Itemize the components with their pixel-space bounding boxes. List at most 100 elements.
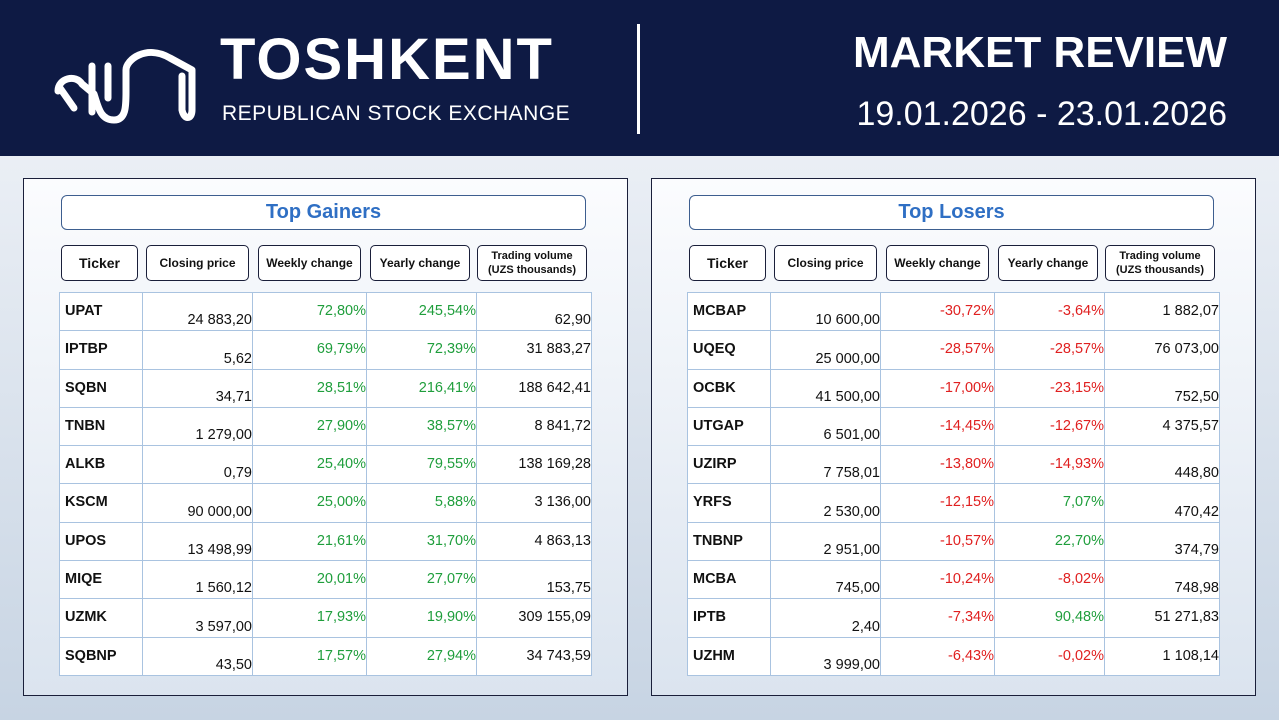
col-head-ticker: Ticker (61, 245, 138, 281)
yearly-change-cell: 22,70% (995, 522, 1105, 560)
yearly-change-cell: 72,39% (367, 331, 477, 369)
col-head-yearly-change: Yearly change (998, 245, 1098, 281)
ticker-cell: IPTB (688, 599, 771, 637)
table-row: UZHM 3 999,00 -6,43% -0,02% 1 108,14 (688, 637, 1220, 675)
weekly-change-cell: 27,90% (253, 407, 367, 445)
ticker-cell: UQEQ (688, 331, 771, 369)
ticker-cell: MCBAP (688, 293, 771, 331)
weekly-change-cell: 72,80% (253, 293, 367, 331)
trading-volume-cell: 31 883,27 (477, 331, 592, 369)
weekly-change-cell: -6,43% (881, 637, 995, 675)
ticker-cell: UZHM (688, 637, 771, 675)
yearly-change-cell: 90,48% (995, 599, 1105, 637)
ticker-cell: KSCM (60, 484, 143, 522)
weekly-change-cell: -17,00% (881, 369, 995, 407)
weekly-change-cell: -28,57% (881, 331, 995, 369)
exchange-logo-icon (52, 36, 202, 126)
trading-volume-cell: 1 882,07 (1105, 293, 1220, 331)
ticker-cell: UPOS (60, 522, 143, 560)
weekly-change-cell: -12,15% (881, 484, 995, 522)
closing-price-cell: 90 000,00 (143, 484, 253, 522)
col-head-yearly-change: Yearly change (370, 245, 470, 281)
table-row: SQBNP 43,50 17,57% 27,94% 34 743,59 (60, 637, 592, 675)
trading-volume-cell: 76 073,00 (1105, 331, 1220, 369)
weekly-change-cell: -7,34% (881, 599, 995, 637)
col-head-trading-volume: Trading volume (UZS thousands) (477, 245, 587, 281)
closing-price-cell: 1 279,00 (143, 407, 253, 445)
yearly-change-cell: -14,93% (995, 446, 1105, 484)
ticker-cell: ALKB (60, 446, 143, 484)
yearly-change-cell: 216,41% (367, 369, 477, 407)
table-row: MCBAP 10 600,00 -30,72% -3,64% 1 882,07 (688, 293, 1220, 331)
yearly-change-cell: -8,02% (995, 561, 1105, 599)
table-row: IPTBP 5,62 69,79% 72,39% 31 883,27 (60, 331, 592, 369)
closing-price-cell: 34,71 (143, 369, 253, 407)
trading-volume-cell: 188 642,41 (477, 369, 592, 407)
trading-volume-cell: 138 169,28 (477, 446, 592, 484)
weekly-change-cell: -14,45% (881, 407, 995, 445)
weekly-change-cell: -10,24% (881, 561, 995, 599)
closing-price-cell: 24 883,20 (143, 293, 253, 331)
closing-price-cell: 2,40 (771, 599, 881, 637)
review-dates: 19.01.2026 - 23.01.2026 (856, 94, 1227, 134)
trading-volume-cell: 62,90 (477, 293, 592, 331)
weekly-change-cell: -10,57% (881, 522, 995, 560)
yearly-change-cell: -23,15% (995, 369, 1105, 407)
ticker-cell: SQBNP (60, 637, 143, 675)
ticker-cell: OCBK (688, 369, 771, 407)
weekly-change-cell: -30,72% (881, 293, 995, 331)
ticker-cell: TNBN (60, 407, 143, 445)
closing-price-cell: 3 999,00 (771, 637, 881, 675)
table-row: MCBA 745,00 -10,24% -8,02% 748,98 (688, 561, 1220, 599)
closing-price-cell: 41 500,00 (771, 369, 881, 407)
trading-volume-cell: 34 743,59 (477, 637, 592, 675)
yearly-change-cell: -28,57% (995, 331, 1105, 369)
trading-volume-cell: 448,80 (1105, 446, 1220, 484)
yearly-change-cell: 38,57% (367, 407, 477, 445)
yearly-change-cell: 245,54% (367, 293, 477, 331)
yearly-change-cell: -12,67% (995, 407, 1105, 445)
table-row: YRFS 2 530,00 -12,15% 7,07% 470,42 (688, 484, 1220, 522)
closing-price-cell: 43,50 (143, 637, 253, 675)
gainers-panel: Top Gainers Ticker Closing price Weekly … (23, 178, 628, 696)
col-head-ticker: Ticker (689, 245, 766, 281)
ticker-cell: IPTBP (60, 331, 143, 369)
closing-price-cell: 13 498,99 (143, 522, 253, 560)
brand-title: TOSHKENT (220, 28, 554, 92)
col-head-closing-price: Closing price (146, 245, 249, 281)
closing-price-cell: 6 501,00 (771, 407, 881, 445)
closing-price-cell: 2 530,00 (771, 484, 881, 522)
table-row: UZIRP 7 758,01 -13,80% -14,93% 448,80 (688, 446, 1220, 484)
yearly-change-cell: 27,07% (367, 561, 477, 599)
weekly-change-cell: 28,51% (253, 369, 367, 407)
losers-table: MCBAP 10 600,00 -30,72% -3,64% 1 882,07 UQEQ 2… (687, 292, 1220, 676)
table-row: ALKB 0,79 25,40% 79,55% 138 169,28 (60, 446, 592, 484)
review-title: MARKET REVIEW (853, 28, 1227, 78)
weekly-change-cell: 25,00% (253, 484, 367, 522)
trading-volume-cell: 748,98 (1105, 561, 1220, 599)
weekly-change-cell: 25,40% (253, 446, 367, 484)
yearly-change-cell: -0,02% (995, 637, 1105, 675)
trading-volume-cell: 4 863,13 (477, 522, 592, 560)
yearly-change-cell: 7,07% (995, 484, 1105, 522)
header-banner: TOSHKENT REPUBLICAN STOCK EXCHANGE MARKE… (0, 0, 1279, 156)
yearly-change-cell: 19,90% (367, 599, 477, 637)
losers-title: Top Losers (689, 195, 1214, 230)
trading-volume-cell: 3 136,00 (477, 484, 592, 522)
table-row: IPTB 2,40 -7,34% 90,48% 51 271,83 (688, 599, 1220, 637)
closing-price-cell: 1 560,12 (143, 561, 253, 599)
gainers-table: UPAT 24 883,20 72,80% 245,54% 62,90 IPTBP 5,62… (59, 292, 592, 676)
table-row: OCBK 41 500,00 -17,00% -23,15% 752,50 (688, 369, 1220, 407)
closing-price-cell: 5,62 (143, 331, 253, 369)
brand-subtitle: REPUBLICAN STOCK EXCHANGE (222, 101, 570, 127)
trading-volume-cell: 1 108,14 (1105, 637, 1220, 675)
trading-volume-cell: 374,79 (1105, 522, 1220, 560)
ticker-cell: UPAT (60, 293, 143, 331)
closing-price-cell: 10 600,00 (771, 293, 881, 331)
weekly-change-cell: 17,57% (253, 637, 367, 675)
ticker-cell: UZIRP (688, 446, 771, 484)
ticker-cell: SQBN (60, 369, 143, 407)
col-head-closing-price: Closing price (774, 245, 877, 281)
table-row: UZMK 3 597,00 17,93% 19,90% 309 155,09 (60, 599, 592, 637)
weekly-change-cell: 20,01% (253, 561, 367, 599)
